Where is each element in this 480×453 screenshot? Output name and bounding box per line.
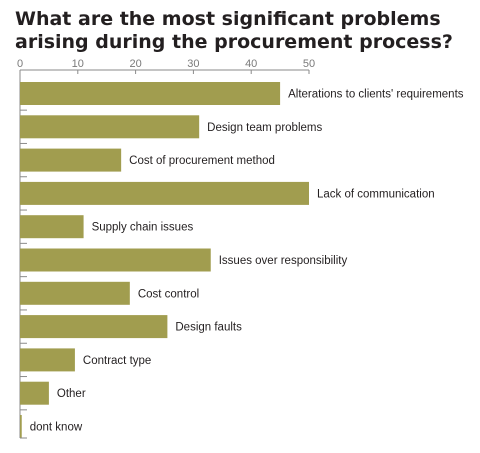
bar-label: dont know — [30, 422, 83, 434]
bar-label: Issues over responsibility — [219, 255, 348, 267]
chart-title-line-1: What are the most significant problems — [15, 8, 441, 30]
bar — [20, 181, 309, 205]
x-tick-label: 10 — [72, 58, 84, 70]
x-tick-label: 0 — [17, 58, 23, 70]
bar — [20, 315, 168, 339]
bar — [20, 281, 130, 305]
x-tick-label: 20 — [129, 58, 141, 70]
bar-label: Supply chain issues — [92, 222, 194, 234]
bar — [20, 415, 22, 438]
x-tick-label: 30 — [187, 58, 199, 70]
chart-title: What are the most significant problems a… — [15, 8, 475, 54]
bar-label: Lack of communication — [317, 188, 435, 200]
bar-label: Alterations to clients' requirements — [288, 89, 464, 101]
bar — [20, 381, 49, 405]
chart-title-line-2: arising during the procurement process? — [15, 31, 453, 53]
bar-label: Cost control — [138, 288, 199, 300]
bar — [20, 248, 211, 272]
bar — [20, 115, 200, 139]
x-tick-label: 40 — [245, 58, 257, 70]
bar — [20, 215, 84, 239]
bar — [20, 148, 122, 172]
bar-label: Design team problems — [207, 122, 322, 134]
bar-label: Cost of procurement method — [129, 155, 275, 167]
bar-label: Other — [57, 388, 86, 400]
bar — [20, 82, 281, 105]
bar-label: Contract type — [83, 355, 151, 367]
bar-label: Design faults — [175, 322, 242, 334]
x-tick-label: 50 — [303, 58, 315, 70]
bar — [20, 348, 75, 372]
